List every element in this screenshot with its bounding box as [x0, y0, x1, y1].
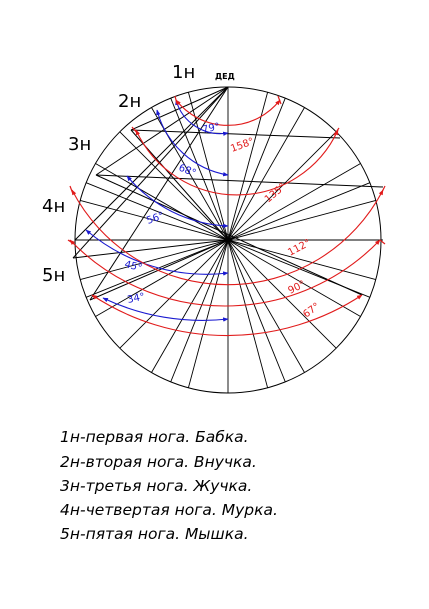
leg-label-4: 4н [42, 196, 65, 217]
blue-angle-79: 79° [201, 121, 221, 135]
blue-angle-56: 56° [145, 210, 165, 226]
blue-angle-45: 45° [123, 259, 143, 274]
legend-line-2: 2н-вторая нога. Внучка. [60, 453, 257, 471]
legend-line-5: 5н-пятая нога. Мышка. [60, 525, 249, 543]
blue-arc-56 [126, 175, 229, 228]
red-angle-135: 135° [263, 181, 289, 205]
red-arc-67 [91, 294, 363, 337]
leg-label-3: 3н [68, 134, 91, 155]
blue-angle-34: 34° [126, 291, 146, 305]
apex-label: ДЕД [215, 72, 235, 81]
red-angle-arcs [69, 99, 384, 337]
legend-line-1: 1н-первая нога. Бабка. [60, 428, 249, 446]
red-angle-112: 112° [286, 238, 312, 259]
blue-arc-68 [156, 109, 229, 177]
blue-arc-34 [102, 297, 229, 322]
blue-angle-68: 68° [177, 163, 198, 180]
legend-line-3: 3н-третья нога. Жучка. [60, 477, 252, 495]
leg-label-1: 1н [172, 62, 195, 83]
red-arc-112 [71, 189, 384, 286]
leg-label-2: 2н [118, 91, 141, 112]
red-arc-158 [175, 99, 281, 126]
red-arc-135 [135, 129, 339, 196]
legend: 1н-первая нога. Бабка. 2н-вторая нога. В… [60, 428, 278, 543]
legend-line-4: 4н-четвертая нога. Мурка. [60, 501, 278, 519]
leg-label-5: 5н [42, 265, 65, 286]
red-tick-marks [67, 95, 386, 245]
red-arc-90 [69, 239, 381, 307]
